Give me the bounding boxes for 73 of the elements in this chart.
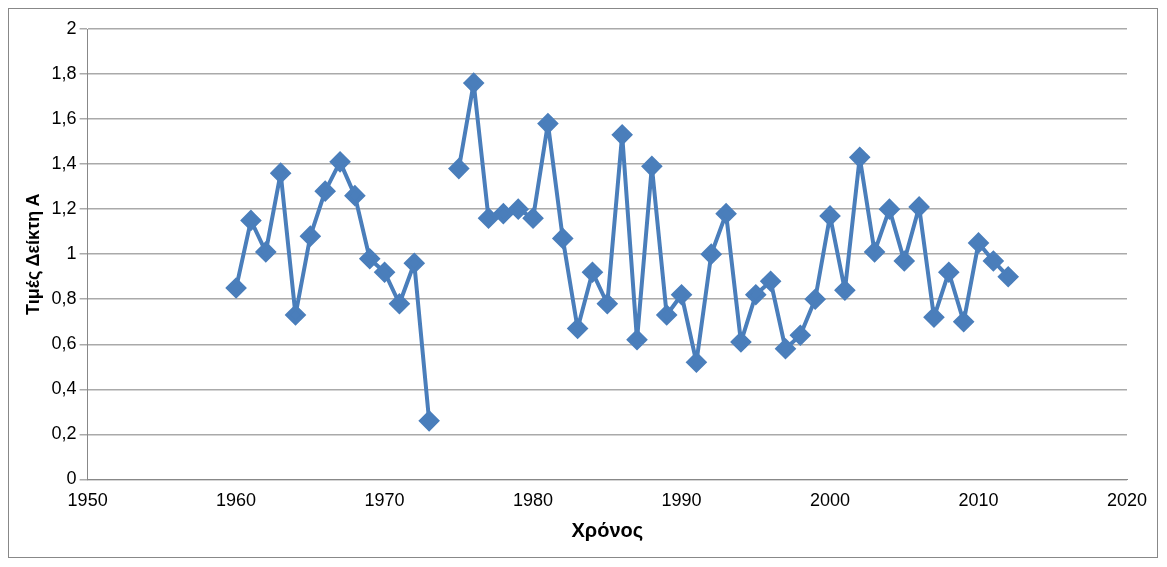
x-tick-label: 2010 bbox=[958, 490, 999, 511]
point bbox=[240, 210, 261, 231]
y-tick-label: 0 bbox=[66, 468, 77, 489]
x-tick-label: 1950 bbox=[67, 490, 108, 511]
point bbox=[834, 280, 855, 301]
point bbox=[760, 271, 781, 292]
y-tick-label: 0,2 bbox=[51, 423, 77, 444]
point bbox=[820, 205, 841, 226]
x-tick-label: 1960 bbox=[216, 490, 257, 511]
point bbox=[805, 289, 826, 310]
y-tick-label: 1,4 bbox=[51, 153, 77, 174]
point bbox=[493, 203, 514, 224]
point bbox=[686, 352, 707, 373]
point bbox=[330, 151, 351, 172]
point bbox=[953, 311, 974, 332]
x-tick-label: 1980 bbox=[513, 490, 554, 511]
point bbox=[523, 208, 544, 229]
point bbox=[998, 266, 1019, 287]
point bbox=[627, 329, 648, 350]
x-tick-label: 2000 bbox=[810, 490, 851, 511]
point bbox=[790, 325, 811, 346]
point bbox=[641, 156, 662, 177]
y-tick-label: 1,2 bbox=[51, 198, 77, 219]
point bbox=[374, 262, 395, 283]
x-tick-label: 1970 bbox=[364, 490, 405, 511]
point bbox=[478, 208, 499, 229]
point bbox=[419, 410, 440, 431]
point bbox=[300, 226, 321, 247]
y-tick-label: 1 bbox=[66, 243, 77, 264]
point bbox=[552, 228, 573, 249]
point bbox=[463, 73, 484, 94]
y-tick-label: 2 bbox=[66, 17, 77, 38]
point bbox=[701, 244, 722, 265]
y-tick-label: 0,6 bbox=[51, 333, 77, 354]
point bbox=[404, 253, 425, 274]
point bbox=[344, 185, 365, 206]
point bbox=[315, 181, 336, 202]
x-tick-label: 2020 bbox=[1106, 490, 1148, 511]
point bbox=[938, 262, 959, 283]
point bbox=[448, 158, 469, 179]
point bbox=[508, 199, 529, 220]
y-tick-label: 0,4 bbox=[51, 378, 77, 399]
point bbox=[909, 196, 930, 217]
point bbox=[775, 338, 796, 359]
point bbox=[983, 250, 1004, 271]
y-axis-title: Τιμές Δείκτη Α bbox=[22, 193, 43, 315]
point bbox=[864, 241, 885, 262]
point bbox=[730, 332, 751, 353]
point bbox=[716, 203, 737, 224]
point bbox=[612, 124, 633, 145]
point bbox=[226, 277, 247, 298]
point bbox=[849, 147, 870, 168]
point bbox=[537, 113, 558, 134]
point bbox=[582, 262, 603, 283]
point bbox=[270, 163, 291, 184]
point bbox=[255, 241, 276, 262]
point bbox=[285, 305, 306, 325]
y-tick-label: 1,6 bbox=[51, 108, 77, 129]
x-tick-label: 1990 bbox=[661, 490, 702, 511]
point bbox=[879, 199, 900, 220]
y-tick-label: 1,8 bbox=[51, 63, 77, 84]
point bbox=[597, 293, 618, 314]
point bbox=[923, 307, 944, 328]
x-axis-title: Χρόνος bbox=[571, 518, 644, 541]
point bbox=[968, 232, 989, 253]
point bbox=[671, 284, 692, 305]
point bbox=[359, 248, 380, 269]
point bbox=[389, 293, 410, 314]
point bbox=[656, 305, 677, 325]
point bbox=[745, 284, 766, 305]
point bbox=[894, 250, 915, 271]
y-tick-label: 0,8 bbox=[51, 288, 77, 309]
point bbox=[567, 318, 588, 339]
